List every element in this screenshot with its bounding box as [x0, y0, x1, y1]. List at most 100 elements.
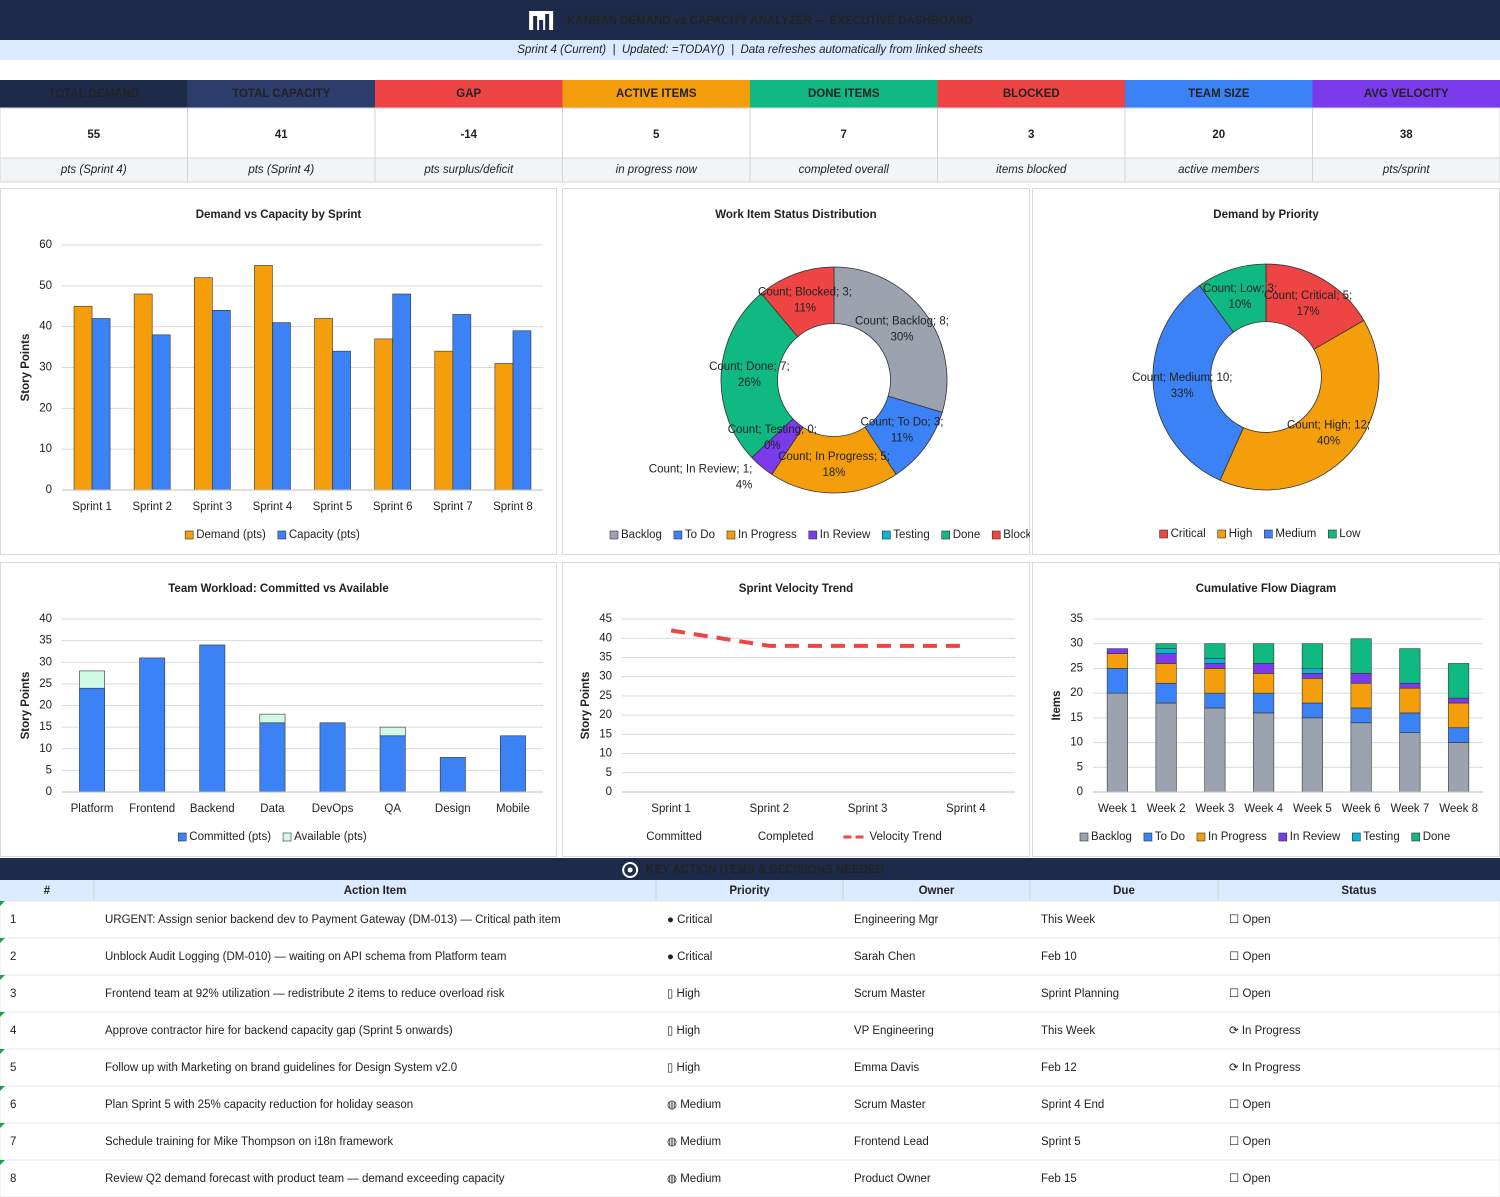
kpi-value: 55: [87, 129, 100, 141]
kpi-header: [1125, 80, 1313, 108]
bar-segment: [1155, 643, 1177, 649]
row-number: 3: [10, 988, 16, 1000]
bar-segment: [1204, 658, 1226, 664]
bar-segment: [1350, 682, 1372, 709]
bar: [494, 363, 514, 491]
y-tick-label: 45: [599, 613, 612, 625]
y-tick-label: 25: [1070, 662, 1083, 674]
bar-segment: [1106, 653, 1128, 669]
x-tick-label: DevOps: [312, 803, 354, 815]
y-tick-label: 20: [599, 709, 612, 721]
kpi-note: active members: [1178, 164, 1259, 176]
chart-panel: [1032, 188, 1500, 555]
legend-marker: [184, 530, 194, 540]
bar: [374, 338, 393, 491]
row-number: 2: [10, 951, 16, 963]
bar-segment: [1399, 712, 1421, 733]
data-label: Count; Testing; 0; 0%: [728, 424, 817, 452]
bar-segment: [1155, 663, 1177, 684]
legend-marker: [1411, 832, 1421, 842]
table-cell: Product Owner: [854, 1173, 931, 1185]
table-cell: ☐ Open: [1229, 988, 1271, 1000]
table-cell: URGENT: Assign senior backend dev to Pay…: [105, 914, 561, 926]
bar-segment: [1253, 663, 1275, 674]
table-cell: ◍ Medium: [667, 1173, 721, 1185]
chart-panel: [562, 188, 1030, 555]
table-cell: Sprint Planning: [1041, 988, 1119, 1000]
kpi-note-band: [187, 157, 376, 183]
bar: [512, 330, 532, 491]
y-tick-label: 25: [39, 678, 52, 690]
bar-segment: [79, 670, 105, 689]
bar: [314, 318, 333, 491]
kpi-value: 3: [1028, 129, 1034, 141]
y-tick-label: 50: [39, 280, 52, 292]
title-icon-bar: [533, 16, 538, 30]
table-cell: ☐ Open: [1229, 1136, 1271, 1148]
chart-title: Demand by Priority: [1213, 209, 1319, 221]
table-cell: Feb 10: [1041, 951, 1077, 963]
legend-marker: [177, 832, 187, 842]
column-header: Status: [1341, 885, 1376, 897]
y-tick-label: 20: [39, 700, 52, 712]
table-title-icon: [627, 867, 633, 873]
chart-title: Sprint Velocity Trend: [739, 583, 853, 595]
bar-segment: [439, 757, 466, 793]
y-tick-label: 30: [39, 362, 52, 374]
bar: [392, 293, 412, 491]
bar-segment: [500, 735, 526, 793]
table-cell: Schedule training for Mike Thompson on i…: [105, 1136, 393, 1148]
bar: [452, 314, 472, 491]
x-tick-label: Sprint 2: [750, 803, 790, 815]
data-label: Count; Backlog; 8; 30%: [855, 315, 949, 343]
kpi-label: GAP: [456, 88, 481, 100]
bar: [91, 318, 111, 491]
y-tick-label: 25: [599, 690, 612, 702]
legend-items: Critical High Medium Low: [1159, 528, 1361, 540]
title-icon-bar: [539, 20, 544, 30]
data-label: Count; Medium; 10; 33%: [1132, 372, 1232, 400]
kpi-label: TEAM SIZE: [1188, 88, 1250, 100]
table-cell: ● Critical: [667, 951, 712, 963]
kpi-body: [937, 107, 1126, 159]
y-axis-label: Story Points: [580, 672, 592, 740]
table-cell: Sprint 5: [1041, 1136, 1081, 1148]
bar-segment: [1301, 717, 1323, 793]
cell-note-marker: [0, 938, 5, 943]
table-cell: ◍ Medium: [667, 1136, 721, 1148]
table-cell: VP Engineering: [854, 1025, 934, 1037]
bar-segment: [1301, 702, 1323, 719]
legend-label: In Review: [1290, 831, 1341, 843]
legend-label: Demand (pts): [196, 529, 266, 541]
row-number: 7: [10, 1136, 16, 1148]
bar-segment: [79, 687, 105, 793]
table-cell: Scrum Master: [854, 1099, 926, 1111]
y-axis-label: Story Points: [20, 672, 32, 740]
x-tick-label: Sprint 1: [72, 501, 112, 513]
table-cell: ⟳ In Progress: [1229, 1025, 1301, 1037]
kpi-label: TOTAL DEMAND: [48, 88, 139, 100]
column-header: Priority: [729, 885, 770, 897]
x-tick-label: Week 8: [1439, 803, 1478, 815]
bar-segment: [1155, 682, 1177, 704]
bar-segment: [139, 657, 166, 793]
chart-panel: [562, 562, 1030, 857]
y-tick-label: 10: [39, 443, 52, 455]
legend-marker: [881, 530, 891, 540]
cell-note-marker: [0, 1160, 5, 1165]
bar-segment: [1253, 673, 1275, 694]
x-tick-label: Sprint 5: [313, 501, 353, 513]
legend-marker: [1217, 529, 1227, 539]
kpi-note: items blocked: [996, 164, 1067, 176]
x-tick-label: Sprint 3: [192, 501, 232, 513]
kpi-note-band: [374, 157, 563, 183]
kpi-header: [0, 80, 188, 108]
y-tick-label: 20: [1070, 687, 1083, 699]
legend-label: Low: [1339, 528, 1361, 540]
x-tick-label: Data: [260, 803, 285, 815]
table-row: [0, 937, 1500, 976]
kpi-note: completed overall: [799, 164, 890, 176]
legend-label: Medium: [1275, 528, 1316, 540]
